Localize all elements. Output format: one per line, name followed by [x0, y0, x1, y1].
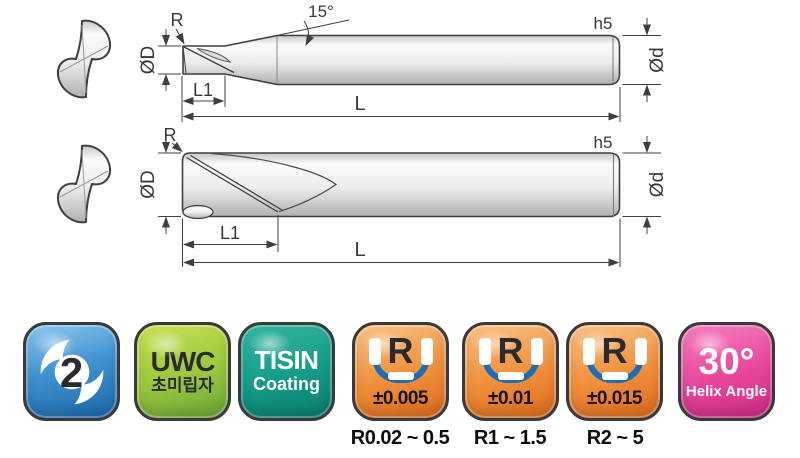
radius-range-2: R1 ~ 1.5 [473, 427, 547, 449]
radius-range-1: R0.02 ~ 0.5 [350, 427, 450, 449]
flute-swirl-icon [40, 339, 103, 404]
radius-letter: R [497, 330, 524, 371]
badge-carbide-grade: UWC 초미립자 [134, 322, 231, 421]
dim-label-shank-tolerance: h5 [594, 133, 613, 152]
helix-angle-value: 30° [698, 341, 755, 382]
dim-label-shank-diameter: Ød [647, 172, 668, 197]
radius-letter: R [601, 330, 628, 371]
dim-label-cutting-diameter: ØD [138, 170, 159, 199]
radius-tolerance-value: ±0.005 [373, 388, 428, 409]
dim-label-overall-length: L [354, 93, 365, 115]
badge-radius-tolerance-1: R ±0.005 [352, 322, 449, 421]
corner-radius-icon: R [368, 330, 433, 384]
badge-flute-count: 2 [23, 322, 120, 421]
radius-tolerance-value: ±0.01 [488, 388, 533, 409]
coating-subtitle: Coating [253, 374, 320, 395]
coating-name: TISIN [254, 345, 319, 376]
end-mill-drawings: R 15° ØD h5 Ød L1 L [56, 2, 668, 267]
tapered-mill-drawing: R 15° ØD h5 Ød L1 L [56, 2, 668, 122]
straight-mill-drawing: R ØD h5 Ød L1 L [56, 125, 668, 267]
radius-letter: R [387, 330, 414, 371]
radius-tolerance-value: ±0.015 [587, 388, 642, 409]
corner-radius-icon: R [582, 330, 647, 384]
dim-label-corner-radius: R [171, 10, 184, 30]
dim-label-taper-angle: 15° [308, 2, 334, 21]
badge-radius-tolerance-3: R ±0.015 [566, 322, 663, 421]
badge-coating: TISIN Coating [238, 322, 335, 421]
flute-cross-section [56, 19, 112, 99]
flute-cross-section [56, 144, 112, 224]
dim-label-flute-length: L1 [193, 80, 213, 100]
tapered-mill-body [182, 34, 621, 86]
dim-label-flute-length: L1 [220, 223, 240, 243]
dim-label-cutting-diameter: ØD [138, 46, 159, 75]
radius-range-3: R2 ~ 5 [586, 427, 644, 449]
flute-count-value: 2 [59, 348, 84, 396]
corner-radius-icon: R [478, 330, 543, 384]
dim-label-shank-diameter: Ød [647, 47, 668, 72]
dim-label-shank-tolerance: h5 [594, 14, 613, 33]
dim-label-overall-length: L [354, 239, 365, 261]
badge-helix-angle: 30° Helix Angle [678, 322, 775, 421]
straight-mill-body [181, 152, 621, 218]
carbide-grade-name: UWC [150, 345, 216, 377]
badge-radius-tolerance-2: R ±0.01 [462, 322, 559, 421]
dim-label-corner-radius: R [164, 125, 177, 145]
carbide-grade-subtitle: 초미립자 [151, 376, 214, 395]
helix-angle-label: Helix Angle [685, 383, 768, 400]
